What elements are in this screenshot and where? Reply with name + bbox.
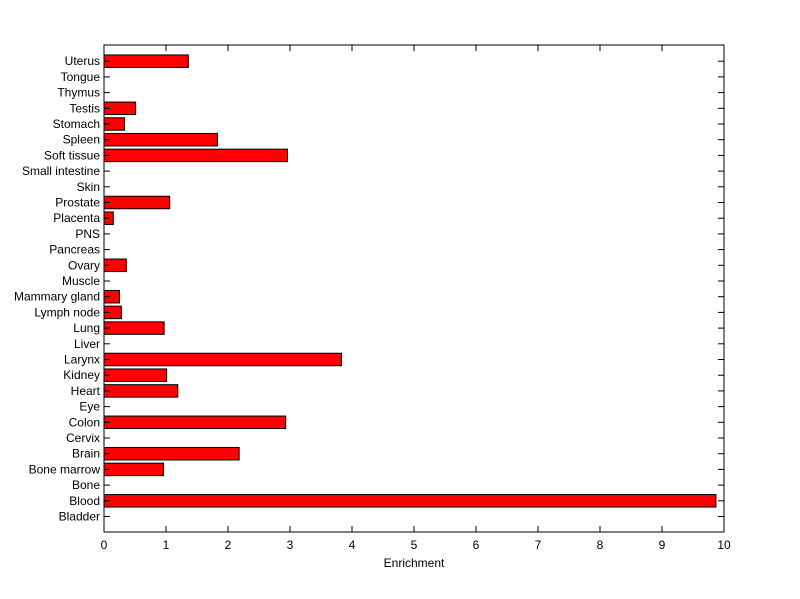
- y-tick-label: Heart: [71, 384, 101, 398]
- bar-heart: [103, 384, 179, 398]
- y-tick-label: Small intestine: [22, 164, 100, 178]
- y-tick-label: Lymph node: [34, 305, 100, 319]
- bar-soft-tissue: [103, 148, 289, 163]
- y-tick-label: Stomach: [53, 117, 100, 131]
- x-tick-label: 7: [535, 538, 542, 552]
- x-axis-ticks: 0 1 2 3 4 5 6 7 8 9 10: [101, 45, 731, 552]
- y-tick-label: Placenta: [53, 211, 100, 225]
- bar-bone-marrow: [103, 462, 165, 477]
- y-tick-label: Bladder: [59, 510, 100, 524]
- y-tick-label: Eye: [79, 400, 100, 414]
- y-tick-label: Cervix: [66, 431, 100, 445]
- y-tick-label: PNS: [75, 227, 100, 241]
- y-tick-label: Brain: [72, 447, 100, 461]
- x-tick-label: 9: [659, 538, 666, 552]
- y-tick-label: Colon: [69, 415, 100, 429]
- x-tick-label: 2: [225, 538, 232, 552]
- y-tick-label: Mammary gland: [14, 290, 100, 304]
- x-tick-label: 3: [287, 538, 294, 552]
- y-tick-label: Tongue: [61, 70, 101, 84]
- x-axis-title: Enrichment: [384, 556, 445, 570]
- y-tick-label: Bone marrow: [29, 462, 101, 476]
- y-tick-label: Ovary: [68, 258, 100, 272]
- bar-brain: [103, 446, 240, 461]
- bar-prostate: [103, 195, 171, 210]
- y-tick-label: Lung: [73, 321, 100, 335]
- y-tick-label: Uterus: [65, 54, 100, 68]
- y-tick-label: Larynx: [64, 353, 100, 367]
- y-tick-label: Kidney: [63, 368, 100, 382]
- y-tick-label: Blood: [69, 494, 100, 508]
- y-tick-label: Soft tissue: [44, 148, 100, 162]
- bar-kidney: [103, 368, 168, 382]
- bar-blood: [103, 494, 717, 508]
- plot-frame: [103, 44, 725, 533]
- x-tick-label: 5: [411, 538, 418, 552]
- y-tick-label: Bone: [72, 478, 100, 492]
- bar-larynx: [103, 352, 342, 367]
- y-tick-label: Muscle: [62, 274, 100, 288]
- x-tick-label: 8: [597, 538, 604, 552]
- x-tick-label: 0: [101, 538, 108, 552]
- bar-lung: [103, 321, 165, 335]
- y-tick-label: Pancreas: [49, 243, 100, 257]
- x-tick-label: 10: [717, 538, 731, 552]
- y-tick-label: Spleen: [63, 133, 100, 147]
- x-tick-label: 1: [163, 538, 170, 552]
- bar-colon: [103, 415, 287, 430]
- y-tick-label: Thymus: [57, 86, 100, 100]
- bar-uterus: [103, 54, 189, 68]
- x-tick-label: 6: [473, 538, 480, 552]
- y-tick-label: Testis: [69, 101, 100, 115]
- bar-spleen: [103, 132, 218, 147]
- x-tick-label: 4: [349, 538, 356, 552]
- y-tick-label: Liver: [74, 337, 100, 351]
- y-tick-label: Skin: [77, 180, 100, 194]
- y-tick-label: Prostate: [55, 196, 100, 210]
